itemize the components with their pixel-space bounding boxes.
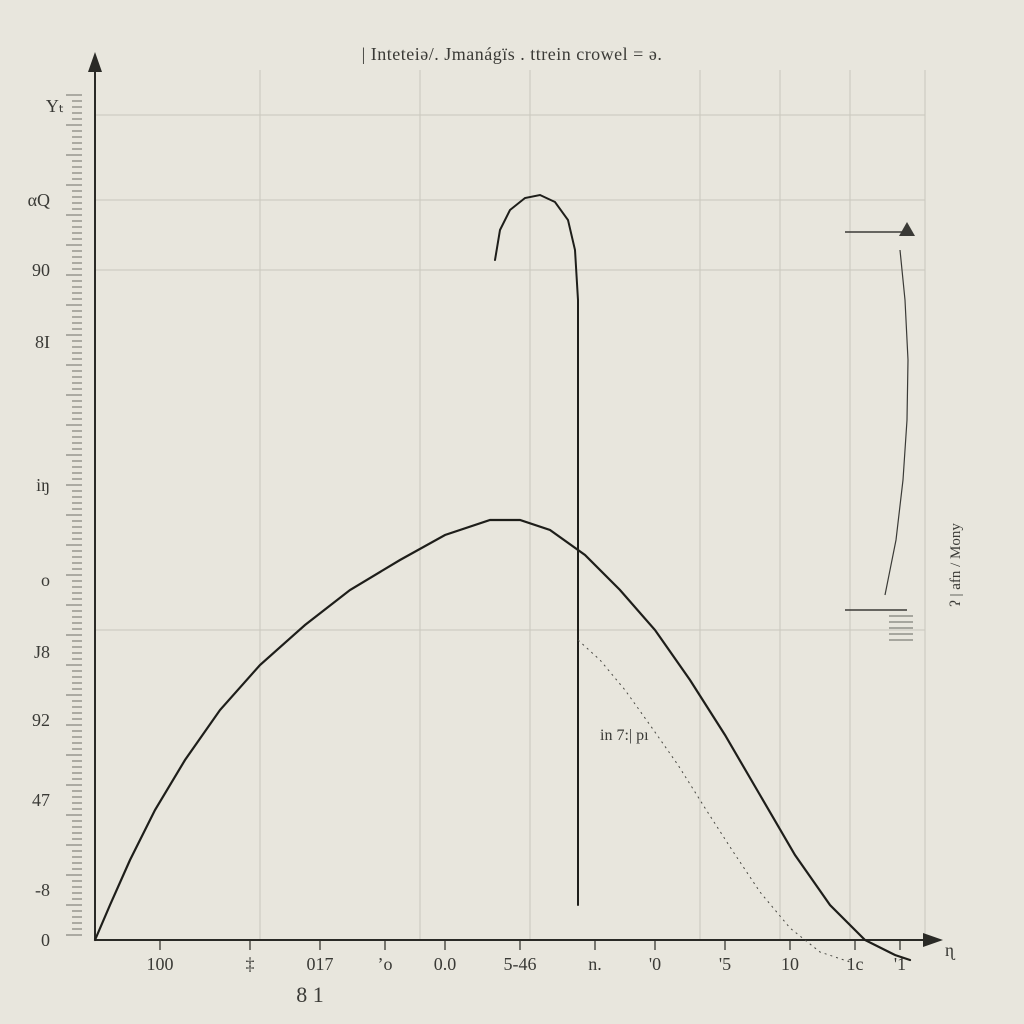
x-tick-label: '0 bbox=[649, 954, 661, 974]
y-tick-label: αQ bbox=[28, 190, 50, 210]
y-tick-label: 8I bbox=[35, 332, 50, 352]
y-tick-label: 0 bbox=[41, 930, 50, 950]
y-axis-top-label: Yₜ bbox=[46, 96, 64, 116]
side-annotation: ʔ | afn / Mony bbox=[948, 523, 964, 607]
chart-svg: αQ 90 8I iŋ o J8 92 47 -8 0 100 ‡ 017 ʼo 0.0 5-46 n. '0 '… bbox=[0, 0, 1024, 1024]
chart-background bbox=[0, 0, 1024, 1024]
x-tick-label: 1c bbox=[847, 954, 864, 974]
chart-container: αQ 90 8I iŋ o J8 92 47 -8 0 100 ‡ 017 ʼo 0.0 5-46 n. '0 '… bbox=[0, 0, 1024, 1024]
x-tick-label: ‡ bbox=[246, 954, 255, 974]
x-tick-label: 100 bbox=[147, 954, 174, 974]
x-tick-label: ʼo bbox=[378, 954, 393, 974]
y-tick-label: -8 bbox=[35, 880, 50, 900]
y-tick-label: iŋ bbox=[36, 475, 50, 495]
x-tick-label: 0.0 bbox=[434, 954, 457, 974]
y-tick-label: o bbox=[41, 570, 50, 590]
below-axis-label: 8 1 bbox=[296, 982, 324, 1007]
inline-annotation: in 7:| pı bbox=[600, 727, 649, 744]
y-tick-label: J8 bbox=[34, 642, 50, 662]
y-tick-label: 90 bbox=[32, 260, 50, 280]
x-tick-label: 5-46 bbox=[504, 954, 537, 974]
x-tick-label: '5 bbox=[719, 954, 731, 974]
x-tick-label: n. bbox=[588, 954, 602, 974]
x-tick-label: 10 bbox=[781, 954, 799, 974]
y-tick-label: 92 bbox=[32, 710, 50, 730]
chart-title: | Inteteiə/. Jmanágïs . ttrein crowel = … bbox=[362, 44, 663, 64]
y-tick-label: 47 bbox=[32, 790, 50, 810]
x-tick-label: 017 bbox=[307, 954, 334, 974]
